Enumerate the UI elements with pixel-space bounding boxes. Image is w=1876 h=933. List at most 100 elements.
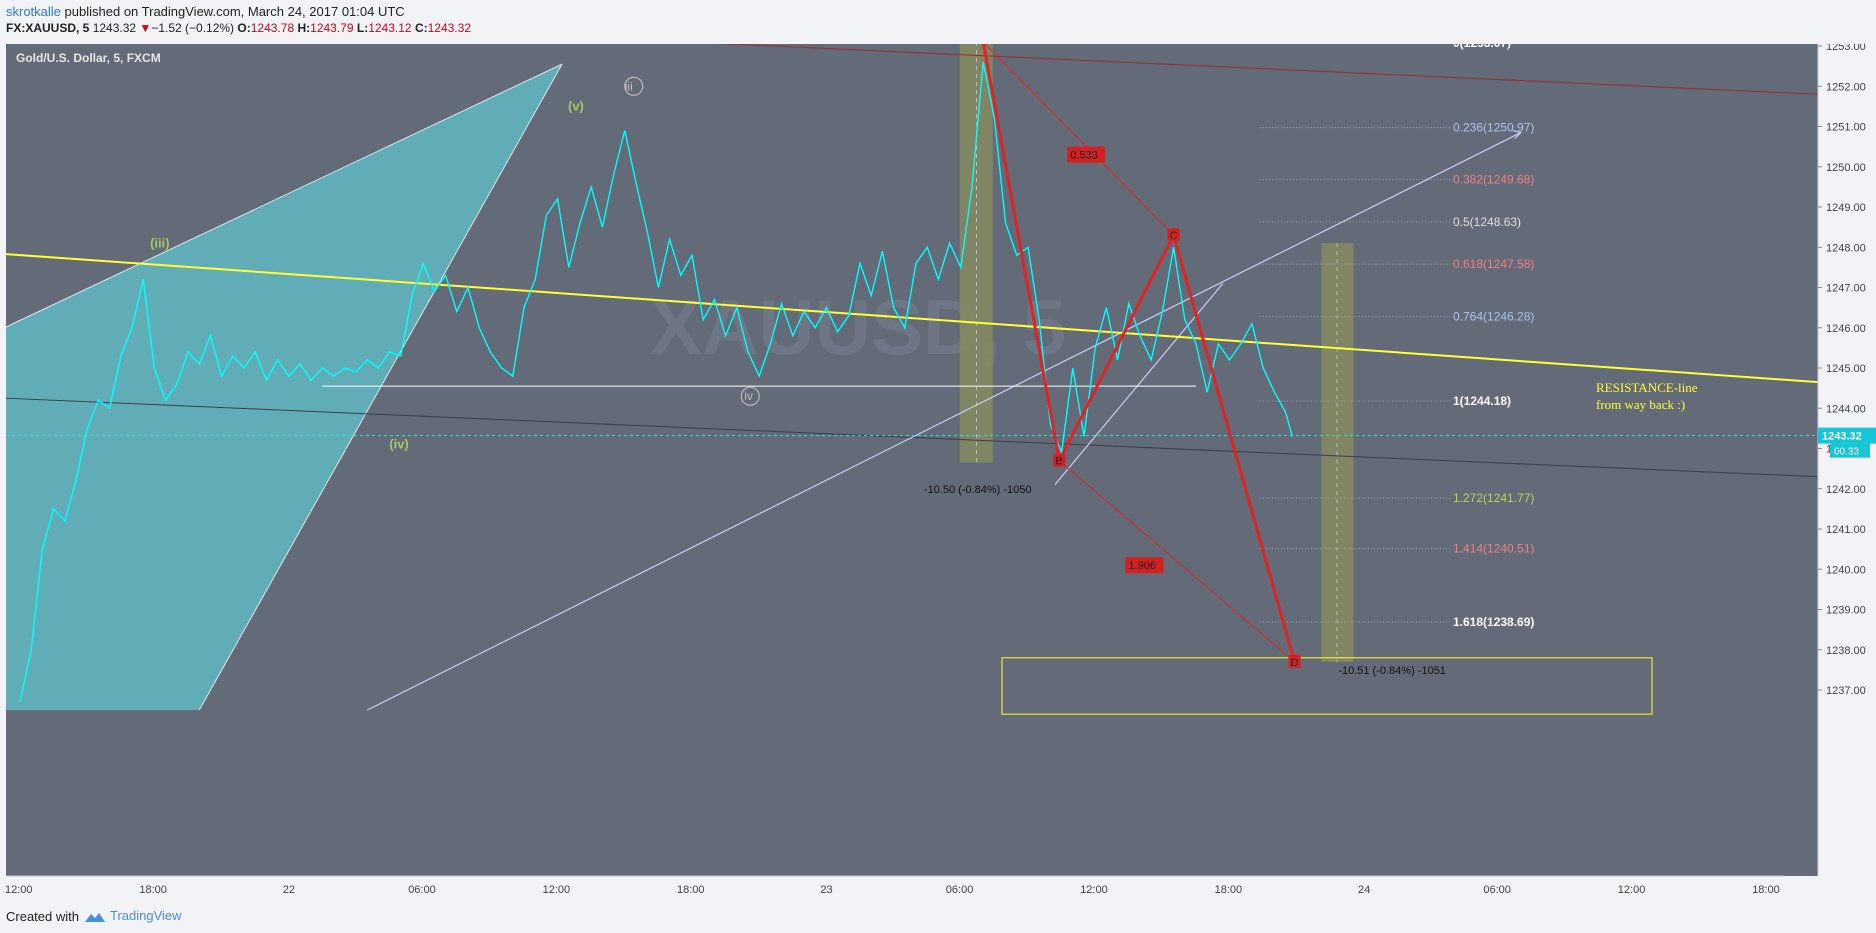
wave-label: (v) xyxy=(568,98,584,113)
price-chart[interactable]: XAUUSD, 5 0(1253.07) 0.236(1250.97) 0.382(1… xyxy=(0,44,1876,900)
tradingview-link[interactable]: TradingView xyxy=(84,908,182,923)
price-tick-label: 1253.00 xyxy=(1826,44,1866,53)
time-tick-label: 24 xyxy=(1358,884,1370,896)
time-tick-label: 12:00 xyxy=(543,884,571,896)
chart-title: Gold/U.S. Dollar, 5, FXCM xyxy=(16,51,161,65)
high-value: 1243.79 xyxy=(310,21,354,35)
published-text: published on TradingView.com, March 24, … xyxy=(64,4,405,19)
pattern-point-label: D xyxy=(1291,657,1299,669)
close-label: C: xyxy=(414,21,428,35)
time-tick-label: 12:00 xyxy=(1618,884,1646,896)
time-axis-bg xyxy=(0,876,1876,900)
open-label: O: xyxy=(237,21,251,35)
pattern-legs xyxy=(982,44,1297,663)
low-value: 1243.12 xyxy=(368,21,412,35)
pattern-point-marker xyxy=(1167,228,1180,242)
measure-label: -10.51 (-0.84%) -1051 xyxy=(1338,665,1446,677)
price-tick-label: 1247.00 xyxy=(1826,283,1866,295)
price-tick-label: 1240.00 xyxy=(1826,564,1866,576)
watermark: XAUUSD, 5 xyxy=(650,283,1066,371)
symbol-ohlc-line: FX:XAUUSD, 5 1243.32 ▼−1.52 (−0.12%) O:1… xyxy=(6,21,471,35)
price-tick-label: 1250.00 xyxy=(1826,162,1866,174)
channel-line xyxy=(366,132,1522,711)
last-price-badge xyxy=(1818,427,1876,444)
plot-area[interactable]: XAUUSD, 5 0(1253.07) 0.236(1250.97) 0.382(1… xyxy=(5,44,1819,876)
fib-level-label: 1.272(1241.77) xyxy=(1453,491,1534,505)
wave-circle-icon xyxy=(740,386,760,406)
annotation-text: RESISTANCE-line xyxy=(1596,380,1698,395)
publish-header: skrotkalle published on TradingView.com,… xyxy=(0,0,1876,44)
fib-level-label: 0.5(1248.63) xyxy=(1453,215,1521,229)
time-tick-label: 06:00 xyxy=(408,884,436,896)
wave-label: (iv) xyxy=(389,437,409,452)
created-with-label: Created with xyxy=(6,909,79,924)
low-label: L: xyxy=(356,21,369,35)
time-tick-label: 23 xyxy=(820,884,832,896)
time-tick-label: 06:00 xyxy=(1483,884,1511,896)
channel-line-short xyxy=(1054,283,1224,486)
wave-label: (iii) xyxy=(150,235,170,250)
fib-level-label: 0.764(1246.28) xyxy=(1453,309,1534,323)
symbol-label: FX:XAUUSD, 5 xyxy=(6,21,90,35)
price-tick-label: 1241.00 xyxy=(1826,524,1866,536)
wedge-pattern xyxy=(6,64,563,711)
ratio-badge xyxy=(1125,557,1164,574)
price-tick-label: 1242.00 xyxy=(1826,484,1866,496)
pattern-point-label: C xyxy=(1170,230,1178,242)
price-tick-label: 1249.00 xyxy=(1826,202,1866,214)
price-axis-bg xyxy=(1818,44,1876,876)
harmonic-pattern: B C D 0.533 1.906 xyxy=(982,44,1301,669)
countdown-label: 00:33 xyxy=(1834,447,1859,458)
wave-label: iii xyxy=(625,79,633,93)
time-tick-label: 22 xyxy=(283,884,295,896)
time-tick-label: 06:00 xyxy=(946,884,974,896)
publish-line: skrotkalle published on TradingView.com,… xyxy=(6,4,405,19)
author-link[interactable]: skrotkalle xyxy=(6,4,61,19)
countdown-badge xyxy=(1830,443,1870,458)
fib-level-label: 0(1253.07) xyxy=(1453,44,1511,50)
ratio-label: 0.533 xyxy=(1070,150,1098,162)
fib-level-label: 0.382(1249.68) xyxy=(1453,173,1534,187)
footer: Created with TradingView xyxy=(0,900,1876,933)
measure-label: -10.50 (-0.84%) -1050 xyxy=(924,484,1032,496)
last-price: 1243.32 xyxy=(92,21,137,35)
time-tick-label: 18:00 xyxy=(1752,884,1780,896)
price-tick-label: 1238.00 xyxy=(1826,645,1866,657)
time-tick-label: 18:00 xyxy=(677,884,705,896)
price-tick-label: 1251.00 xyxy=(1826,122,1866,134)
ratio-label: 1.906 xyxy=(1128,560,1156,572)
wave-circle-icon xyxy=(624,76,644,96)
pattern-bd-line xyxy=(1059,460,1295,663)
tradingview-logo-icon xyxy=(85,912,105,922)
tradingview-brand: TradingView xyxy=(110,908,182,923)
wedge-lower-edge xyxy=(198,63,563,711)
wedge-upper-edge xyxy=(5,63,563,328)
ratio-badge xyxy=(1067,146,1106,163)
price-tick-label: 1239.00 xyxy=(1826,605,1866,617)
fib-levels: 0(1253.07) 0.236(1250.97) 0.382(1249.68) 0.… xyxy=(1260,44,1534,629)
price-tick-label: 1248.00 xyxy=(1826,242,1866,254)
last-price-badge-label: 1243.32 xyxy=(1822,431,1862,443)
pattern-point-marker xyxy=(1288,654,1301,668)
high-label: H: xyxy=(297,21,311,35)
time-tick-label: 18:00 xyxy=(1215,884,1243,896)
pattern-xc-line xyxy=(984,44,1174,236)
channel-arrow-head-icon xyxy=(1512,129,1522,139)
close-value: 1243.32 xyxy=(427,21,471,35)
time-tick-label: 18:00 xyxy=(139,884,167,896)
pattern-point-marker xyxy=(1053,453,1066,467)
target-box xyxy=(1001,657,1653,715)
wave-label: iv xyxy=(744,389,753,403)
down-arrow-icon: ▼ xyxy=(139,21,152,35)
fib-level-label: 1.618(1238.69) xyxy=(1453,615,1534,629)
price-tick-label: 1252.00 xyxy=(1826,81,1866,93)
time-axis[interactable]: 12:00 18:00 22 06:00 12:00 18:00 23 06:00 12:00 1… xyxy=(0,875,1876,900)
fib-level-label: 0.618(1247.58) xyxy=(1453,257,1534,271)
price-change: −1.52 (−0.12%) xyxy=(151,21,235,35)
annotation-text: from way back :) xyxy=(1596,397,1685,412)
long-trendline-red xyxy=(718,44,1819,95)
price-axis[interactable]: 1253.00 1252.00 1251.00 1250.00 1249.00 1248.… xyxy=(1817,44,1876,876)
open-value: 1243.78 xyxy=(250,21,295,35)
resistance-line xyxy=(5,253,1819,384)
time-tick-label: 12:00 xyxy=(5,884,33,896)
